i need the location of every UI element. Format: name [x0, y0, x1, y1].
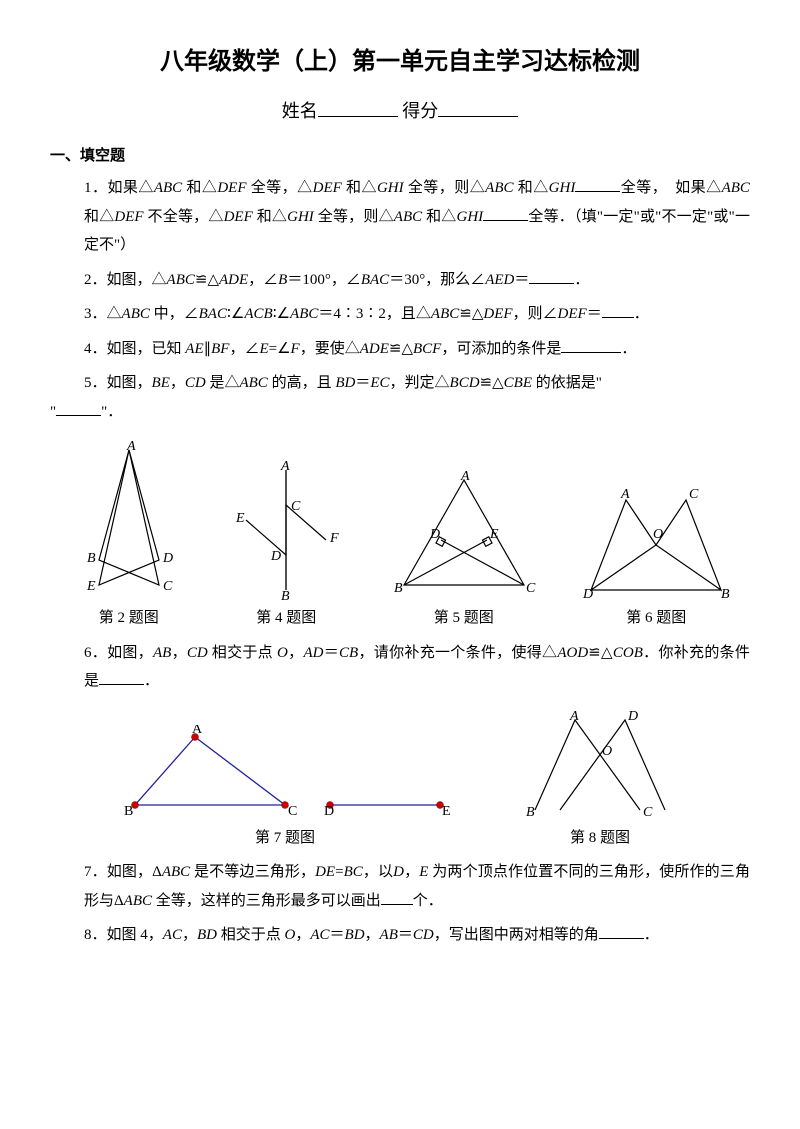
figure-2-label: 第 2 题图	[69, 604, 189, 633]
question-4: 4．如图，已知 AE∥BF，∠E=∠F，要使△ADE≌△BCF，可添加的条件是．	[84, 335, 750, 364]
figure-8: A D O B C 第 8 题图	[520, 710, 680, 853]
figure-4-label: 第 4 题图	[226, 604, 346, 633]
qnum-3: 3．	[84, 306, 107, 322]
svg-text:O: O	[602, 744, 612, 759]
question-3: 3．△ABC 中，∠BAC∶∠ACB∶∠ABC＝4∶3∶2，且△ABC≌△DEF…	[84, 300, 750, 329]
qnum-8: 8．	[84, 927, 107, 943]
q6-blank	[99, 669, 144, 685]
question-8: 8．如图 4，AC，BD 相交于点 O，AC＝BD，AB＝CD，写出图中两对相等…	[84, 921, 750, 950]
svg-text:C: C	[689, 487, 699, 502]
svg-text:B: B	[526, 805, 535, 820]
svg-text:E: E	[489, 527, 499, 542]
svg-text:O: O	[653, 527, 663, 542]
svg-text:E: E	[442, 804, 450, 819]
svg-text:C: C	[526, 581, 536, 596]
svg-text:C: C	[643, 805, 653, 820]
qnum-2: 2．	[84, 272, 107, 288]
svg-text:D: D	[270, 549, 281, 564]
figure-2: A B C D E 第 2 题图	[69, 440, 189, 633]
svg-text:A: A	[620, 487, 630, 502]
figure-4: A C E F D B 第 4 题图	[226, 460, 346, 633]
qnum-6: 6．	[84, 645, 107, 661]
figure-8-label: 第 8 题图	[520, 824, 680, 853]
question-1: 1．如果△ABC 和△DEF 全等，△DEF 和△GHI 全等，则△ABC 和△…	[84, 174, 750, 260]
score-blank	[438, 98, 518, 117]
svg-text:D: D	[627, 710, 638, 724]
svg-text:E: E	[86, 579, 96, 594]
svg-text:A: A	[126, 440, 136, 454]
svg-text:E: E	[235, 511, 245, 526]
question-5: 5．如图，BE，CD 是△ABC 的高，且 BD＝EC，判定△BCD≌△CBE …	[84, 369, 750, 426]
figure-2-svg: A B C D E	[69, 440, 189, 600]
page-title: 八年级数学（上）第一单元自主学习达标检测	[50, 40, 750, 86]
question-7: 7．如图，ΔABC 是不等边三角形，DE=BC，以D，E 为两个顶点作位置不同的…	[84, 858, 750, 915]
svg-text:B: B	[281, 589, 290, 600]
svg-text:A: A	[460, 470, 470, 484]
figure-7-svg: A B C D E	[120, 725, 450, 820]
svg-text:D: D	[429, 527, 440, 542]
svg-text:D: D	[582, 587, 593, 600]
name-blank	[318, 98, 398, 117]
svg-text:A: A	[280, 460, 290, 474]
svg-text:C: C	[163, 579, 173, 594]
figure-7-label: 第 7 题图	[120, 824, 450, 853]
question-2: 2．如图，△ABC≌△ADE，∠B＝100°，∠BAC＝30°，那么∠AED＝．	[84, 266, 750, 295]
svg-text:A: A	[569, 710, 579, 724]
q3-blank	[602, 302, 634, 318]
section-1-heading: 一、填空题	[50, 142, 750, 171]
figure-5-svg: A D E B C	[384, 470, 544, 600]
figure-6-label: 第 6 题图	[581, 604, 731, 633]
qnum-5: 5．	[84, 375, 107, 391]
svg-text:C: C	[291, 499, 301, 514]
figure-5-label: 第 5 题图	[384, 604, 544, 633]
svg-text:A: A	[192, 725, 203, 737]
question-6: 6．如图，AB，CD 相交于点 O，AD＝CB，请你补充一个条件，使得△AOD≌…	[84, 639, 750, 696]
qnum-7: 7．	[84, 864, 107, 880]
figure-8-svg: A D O B C	[520, 710, 680, 820]
svg-text:F: F	[329, 531, 339, 546]
q1-blank2	[483, 205, 528, 221]
svg-text:D: D	[162, 551, 173, 566]
q1-blank1	[575, 176, 620, 192]
svg-text:B: B	[394, 581, 403, 596]
figure-row-1: A B C D E 第 2 题图 A C E F D B 第 4 题图	[50, 440, 750, 633]
svg-text:B: B	[87, 551, 96, 566]
figure-6: A C O D B 第 6 题图	[581, 480, 731, 633]
qnum-4: 4．	[84, 341, 107, 357]
figure-7: A B C D E 第 7 题图	[120, 725, 450, 853]
name-label: 姓名	[282, 101, 318, 121]
q5-blank	[56, 400, 101, 416]
svg-text:B: B	[721, 587, 730, 600]
qnum-1: 1．	[84, 180, 107, 196]
figure-4-svg: A C E F D B	[226, 460, 346, 600]
q8-blank	[599, 923, 644, 939]
svg-text:D: D	[324, 804, 334, 819]
q2-blank	[529, 268, 574, 284]
q4-blank	[561, 337, 621, 353]
svg-text:C: C	[288, 804, 297, 819]
q7-blank	[381, 889, 413, 905]
figure-5: A D E B C 第 5 题图	[384, 470, 544, 633]
figure-row-2: A B C D E 第 7 题图 A D O B C 第 8 题图	[50, 710, 750, 853]
svg-text:B: B	[124, 804, 133, 819]
score-label: 得分	[402, 101, 438, 121]
figure-6-svg: A C O D B	[581, 480, 731, 600]
name-score-line: 姓名 得分	[50, 94, 750, 128]
